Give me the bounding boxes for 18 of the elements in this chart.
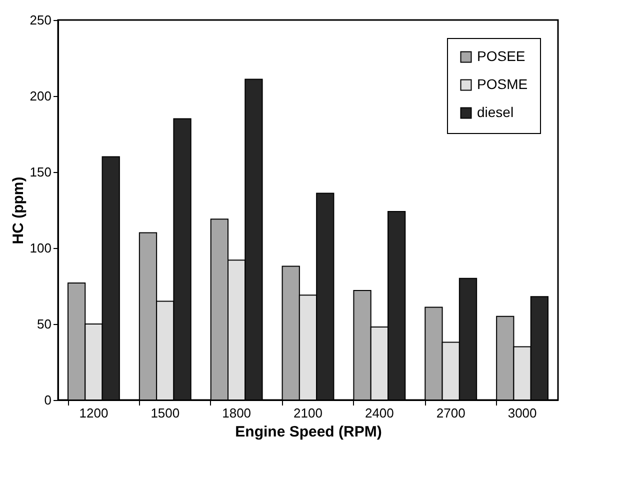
- x-tick-label: 1200: [79, 406, 108, 420]
- x-tick-label: 2400: [364, 406, 394, 420]
- x-tick-label: 1500: [150, 406, 180, 420]
- legend-label: diesel: [477, 104, 514, 120]
- x-tick-label: 1800: [222, 406, 252, 420]
- x-tick-label: 2700: [436, 406, 466, 420]
- y-tick-label: 0: [44, 392, 52, 408]
- y-tick-label: 250: [30, 12, 52, 28]
- x-tick-label: 2100: [294, 406, 322, 420]
- y-tick-label: 150: [30, 164, 52, 180]
- legend-label: POSME: [477, 76, 528, 92]
- y-tick-label: 50: [37, 316, 52, 332]
- y-axis-title: HC (ppm): [10, 176, 27, 244]
- y-tick-label: 200: [30, 88, 52, 104]
- x-axis-title: Engine Speed (RPM): [235, 424, 382, 440]
- legend-label: POSEE: [477, 48, 526, 64]
- y-tick-label: 100: [30, 240, 52, 256]
- x-tick-label: 3000: [508, 406, 537, 420]
